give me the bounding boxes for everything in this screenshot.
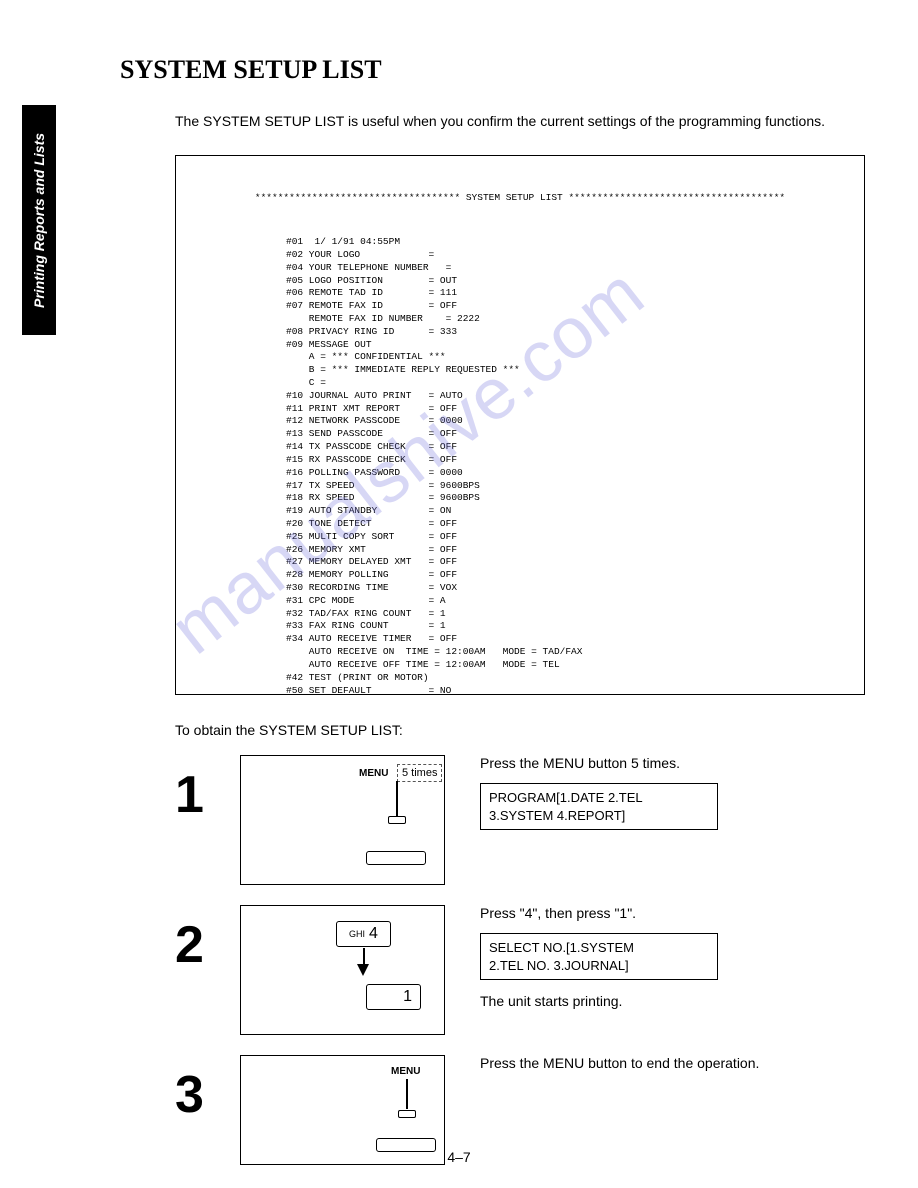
menu-button-icon xyxy=(398,1110,416,1118)
sidebar-tab: Printing Reports and Lists xyxy=(22,105,56,335)
step-1-diagram: MENU 5 times xyxy=(240,755,445,885)
key-1: 1 xyxy=(366,984,421,1010)
lcd-icon xyxy=(366,851,426,865)
step-2-number: 2 xyxy=(175,915,204,975)
menu-button-icon xyxy=(388,816,406,824)
step-2-instruction: Press "4", then press "1". xyxy=(480,905,840,921)
page-title: SYSTEM SETUP LIST xyxy=(120,55,382,85)
step-3-number: 3 xyxy=(175,1065,204,1125)
step-2-lcd: SELECT NO.[1.SYSTEM 2.TEL NO. 3.JOURNAL] xyxy=(480,933,718,980)
step-1-lcd: PROGRAM[1.DATE 2.TEL 3.SYSTEM 4.REPORT] xyxy=(480,783,718,830)
connector-line xyxy=(406,1079,408,1109)
key-1-label: 1 xyxy=(403,988,412,1006)
key-ghi-label: GHI xyxy=(349,929,365,939)
step-1-instruction: Press the MENU button 5 times. xyxy=(480,755,840,771)
page-number: 4–7 xyxy=(0,1149,918,1165)
step-2-after: The unit starts printing. xyxy=(480,993,840,1009)
menu-label: MENU xyxy=(359,768,388,779)
times-label: 5 times xyxy=(397,764,442,782)
printout-body: #01 1/ 1/91 04:55PM #02 YOUR LOGO = #04 … xyxy=(286,236,854,695)
menu-label: MENU xyxy=(391,1066,420,1077)
connector-line xyxy=(396,781,398,816)
step-3-instruction: Press the MENU button to end the operati… xyxy=(480,1055,840,1071)
printout-header: ************************************ SYS… xyxy=(186,192,854,205)
step-1-number: 1 xyxy=(175,765,204,825)
step-2-diagram: GHI 4 1 xyxy=(240,905,445,1035)
key-4-label: 4 xyxy=(369,925,378,943)
printout-box: ************************************ SYS… xyxy=(175,155,865,695)
obtain-text: To obtain the SYSTEM SETUP LIST: xyxy=(175,722,403,738)
arrow-down-icon xyxy=(357,964,369,976)
key-4: GHI 4 xyxy=(336,921,391,947)
intro-text: The SYSTEM SETUP LIST is useful when you… xyxy=(175,112,875,132)
